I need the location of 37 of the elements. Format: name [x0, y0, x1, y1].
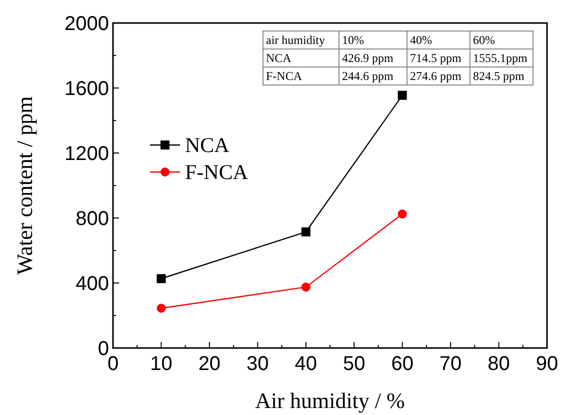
y-tick-label: 2000: [64, 13, 109, 35]
x-tick-label: 30: [246, 353, 269, 375]
annotation: 824.5 ppm: [473, 69, 525, 83]
y-tick-label: 0: [98, 338, 109, 360]
point: [398, 90, 407, 100]
annotation: air humidity: [266, 33, 325, 47]
y-axis-title: Water content / ppm: [12, 96, 37, 275]
annotation: 274.6 ppm: [410, 69, 462, 83]
x-tick-label: 90: [536, 353, 558, 375]
legend-label: NCA: [185, 133, 230, 157]
x-tick-label: 50: [342, 353, 366, 375]
point: [156, 274, 166, 284]
x-tick-label: 20: [198, 353, 221, 375]
legend-label: F-NCA: [185, 160, 249, 184]
annotation: 1555.1ppm: [473, 51, 528, 65]
point: [301, 227, 310, 236]
x-tick-label: 60: [391, 353, 414, 375]
x-tick-label: 10: [150, 353, 172, 375]
y-tick-label: 1600: [64, 78, 109, 100]
annotation: F-NCA: [266, 69, 302, 83]
annotation: 60%: [473, 33, 495, 47]
y-tick-label: 1200: [64, 143, 109, 165]
point: [301, 282, 310, 292]
annotation: 40%: [410, 33, 432, 47]
x-axis-title: Air humidity / %: [255, 388, 405, 413]
point: [398, 210, 407, 219]
annotation: 244.6 ppm: [342, 69, 394, 83]
annotation: 426.9 ppm: [342, 51, 394, 65]
x-tick-label: 80: [488, 353, 510, 375]
annotation: NCA: [266, 51, 292, 65]
point: [156, 304, 166, 313]
annotation: 714.5 ppm: [410, 51, 462, 65]
x-tick-label: 40: [294, 353, 318, 375]
annotation: 10%: [342, 33, 364, 47]
x-tick-label: 70: [439, 353, 462, 375]
y-tick-label: 400: [76, 273, 109, 295]
y-tick-label: 800: [76, 208, 109, 230]
